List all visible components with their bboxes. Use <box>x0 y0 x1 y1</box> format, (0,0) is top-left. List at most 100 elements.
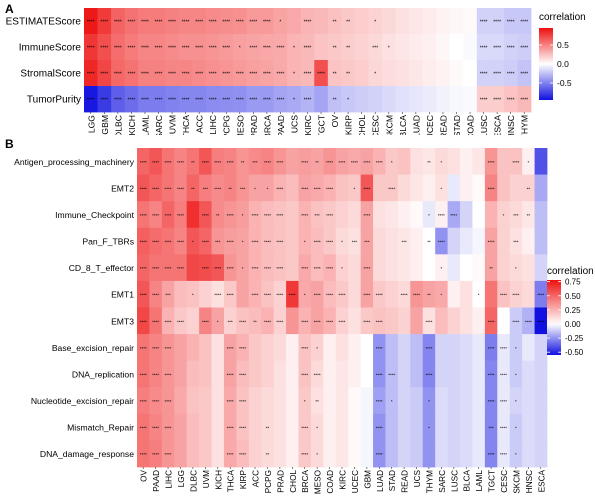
column-label: UCEC <box>351 470 360 493</box>
heatmap-cell <box>472 387 486 415</box>
heatmap-cell <box>236 174 250 202</box>
significance-stars: ** <box>427 293 431 298</box>
column-label: BRCA <box>301 469 310 492</box>
significance-stars: **** <box>222 20 230 26</box>
significance-stars: **** <box>236 20 244 26</box>
heatmap-cell <box>248 334 262 362</box>
significance-stars: **** <box>152 319 159 324</box>
significance-stars: **** <box>140 240 147 245</box>
heatmap-cell <box>111 86 126 113</box>
column-label: UCEC <box>425 115 435 135</box>
heatmap-cell <box>323 254 337 282</box>
heatmap-cell <box>476 34 491 61</box>
heatmap-cell <box>178 34 193 61</box>
heatmap-cell <box>236 334 250 362</box>
heatmap-cell <box>111 60 126 87</box>
heatmap-cell <box>97 34 112 61</box>
significance-stars: **** <box>304 72 312 78</box>
significance-stars: * <box>293 46 295 52</box>
significance-stars: **** <box>276 266 283 271</box>
significance-stars: **** <box>480 98 488 104</box>
heatmap-cell <box>286 227 299 255</box>
significance-stars: **** <box>493 98 501 104</box>
significance-stars: **** <box>128 20 136 26</box>
heatmap-cell <box>211 254 225 282</box>
significance-stars: **** <box>500 426 507 431</box>
heatmap-cell <box>360 174 374 202</box>
heatmap-cell <box>410 334 424 362</box>
significance-stars: ** <box>241 160 245 165</box>
significance-stars: **** <box>276 160 283 165</box>
heatmap-cell <box>149 307 163 335</box>
heatmap-cell <box>300 34 315 61</box>
significance-stars: **** <box>314 240 321 245</box>
heatmap-cell <box>463 8 478 35</box>
heatmap-cell <box>233 60 247 87</box>
significance-stars: * <box>267 186 269 191</box>
column-label: LUSC <box>450 470 459 492</box>
significance-stars: **** <box>182 72 190 78</box>
significance-stars: ** <box>346 46 350 52</box>
heatmap-cell <box>436 34 451 61</box>
heatmap-cell <box>310 174 324 202</box>
heatmap-cell <box>286 307 299 335</box>
heatmap-cell <box>435 254 448 282</box>
heatmap-cell <box>149 334 163 362</box>
significance-stars: **** <box>128 72 136 78</box>
heatmap-panel-a: A ESTIMATEScore ImmuneScore StromalScore Tu… <box>5 2 586 135</box>
significance-stars: **** <box>227 293 234 298</box>
row-label: Base_excision_repair <box>52 343 134 353</box>
legend-tick-label: 0.25 <box>565 306 581 315</box>
column-label: OV <box>140 469 149 481</box>
significance-stars: * <box>239 46 241 52</box>
heatmap-cell <box>248 174 262 202</box>
significance-stars: **** <box>182 98 190 104</box>
column-label: LUSC <box>479 115 489 135</box>
significance-stars: **** <box>214 266 221 271</box>
heatmap-cell <box>165 60 180 87</box>
significance-stars: **** <box>301 266 308 271</box>
heatmap-cell <box>397 334 411 362</box>
significance-stars: **** <box>488 160 495 165</box>
column-label: TGCT <box>488 470 497 492</box>
significance-stars: **** <box>301 346 308 351</box>
significance-stars: **** <box>152 452 159 457</box>
heatmap-cell <box>273 440 287 468</box>
significance-stars: **** <box>202 266 209 271</box>
heatmap-cell <box>447 413 461 441</box>
heatmap-cell <box>174 280 188 308</box>
significance-stars: **** <box>363 266 370 271</box>
heatmap-cell <box>410 413 424 441</box>
significance-stars: **** <box>317 72 325 78</box>
heatmap-cell <box>422 8 437 35</box>
heatmap-cell <box>248 413 262 441</box>
column-label: READ <box>438 115 448 135</box>
heatmap-cell <box>472 280 486 308</box>
significance-stars: * <box>316 452 318 457</box>
heatmap-cell <box>341 60 356 87</box>
heatmap-cell <box>211 387 225 415</box>
significance-stars: **** <box>209 72 217 78</box>
significance-stars: **** <box>338 160 345 165</box>
heatmap-cell <box>348 387 362 415</box>
heatmap-cell <box>497 227 511 255</box>
heatmap-cell <box>211 413 225 441</box>
significance-stars: * <box>515 266 517 271</box>
heatmap-cell <box>186 413 200 441</box>
heatmap-cell <box>323 148 337 175</box>
heatmap-cell <box>476 86 491 113</box>
heatmap-cell <box>286 413 299 441</box>
column-label: KIRP <box>344 115 354 135</box>
significance-stars: **** <box>438 213 445 218</box>
heatmap-cell <box>509 413 523 441</box>
heatmap-cell <box>236 254 250 282</box>
heatmap-cell <box>373 387 386 415</box>
significance-stars: **** <box>236 72 244 78</box>
significance-stars: **** <box>165 160 172 165</box>
heatmap-cell <box>368 86 383 113</box>
heatmap-cell <box>397 307 411 335</box>
column-label: COAD <box>466 115 476 135</box>
significance-stars: **** <box>227 160 234 165</box>
heatmap-cell <box>273 307 287 335</box>
heatmap-cell <box>186 254 200 282</box>
